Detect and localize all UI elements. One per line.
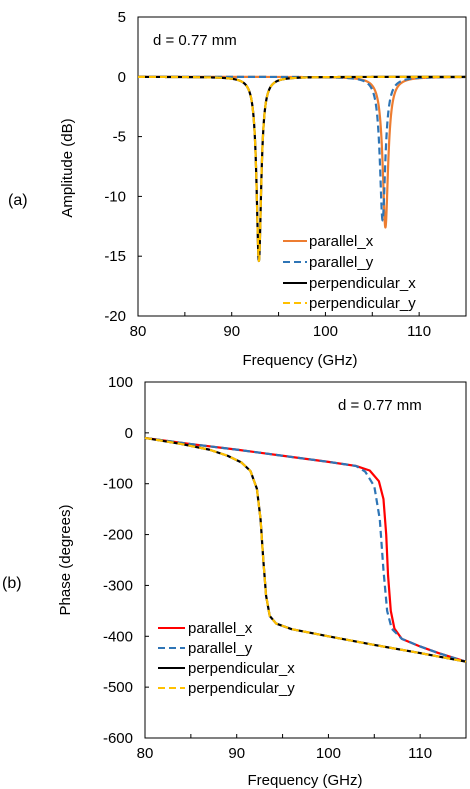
legend-label-parallel-y-b: parallel_y — [188, 640, 253, 657]
annotation-b: d = 0.77 mm — [338, 397, 422, 414]
panel-label-a: (a) — [8, 192, 28, 209]
legend-a: parallel_x parallel_y perpendicular_x pe… — [283, 233, 416, 312]
series-line-perpendicular-y-b — [144, 436, 467, 663]
annotation-a: d = 0.77 mm — [153, 32, 237, 49]
y-tick-label: -400 — [103, 628, 133, 645]
legend-label-perpendicular-x: perpendicular_x — [309, 275, 416, 292]
y-tick-label: 100 — [108, 374, 133, 391]
x-tick-label: 110 — [407, 323, 431, 340]
legend-label-perpendicular-y: perpendicular_y — [309, 295, 416, 312]
ylabel-a: Amplitude (dB) — [59, 118, 76, 217]
series-group-a — [137, 75, 467, 263]
x-tick-label: 110 — [408, 745, 432, 762]
series-line-parallel-y-a — [137, 75, 467, 222]
ticks-b: 80 90 100 110 100 0 -100 -200 -300 -400 -500 -600 — [103, 374, 432, 762]
legend-b: parallel_x parallel_y perpendicular_x pe… — [158, 620, 295, 697]
legend-label-perpendicular-x-b: perpendicular_x — [188, 660, 295, 677]
legend-label-parallel-y: parallel_y — [309, 254, 374, 271]
y-tick-label: -600 — [103, 730, 133, 747]
y-tick-label: -10 — [104, 188, 126, 205]
legend-label-parallel-x: parallel_x — [309, 233, 374, 250]
y-tick-label: 0 — [125, 425, 133, 442]
y-tick-label: -500 — [103, 679, 133, 696]
y-tick-label: 5 — [118, 9, 126, 26]
legend-label-parallel-x-b: parallel_x — [188, 620, 253, 637]
y-tick-label: -5 — [113, 129, 126, 146]
x-tick-label: 100 — [316, 745, 341, 762]
series-line-parallel-y-b — [144, 436, 467, 663]
y-tick-label: -15 — [104, 248, 126, 265]
xlabel-a: Frequency (GHz) — [242, 352, 357, 369]
x-tick-label: 80 — [137, 745, 154, 762]
panel-b: 80 90 100 110 100 0 -100 -200 -300 -400 -500 -600 d… — [2, 374, 467, 789]
legend-label-perpendicular-y-b: perpendicular_y — [188, 680, 295, 697]
y-tick-label: -100 — [103, 476, 133, 493]
x-tick-label: 100 — [313, 323, 338, 340]
ticks-a: 80 90 100 110 5 0 -5 -10 -15 -20 — [104, 9, 431, 340]
plot-area-a — [137, 16, 467, 317]
x-tick-label: 80 — [130, 323, 147, 340]
series-line-perpendicular-y-a — [137, 75, 467, 263]
plot-area-b — [144, 381, 467, 739]
x-tick-label: 90 — [228, 745, 245, 762]
y-tick-label: -20 — [104, 308, 126, 325]
y-tick-label: 0 — [118, 69, 126, 86]
panel-label-b: (b) — [2, 575, 22, 592]
y-tick-label: -200 — [103, 527, 133, 544]
series-group-b — [144, 436, 467, 663]
ylabel-b: Phase (degrees) — [57, 505, 74, 616]
xlabel-b: Frequency (GHz) — [247, 772, 362, 789]
y-tick-label: -300 — [103, 577, 133, 594]
x-tick-label: 90 — [223, 323, 240, 340]
